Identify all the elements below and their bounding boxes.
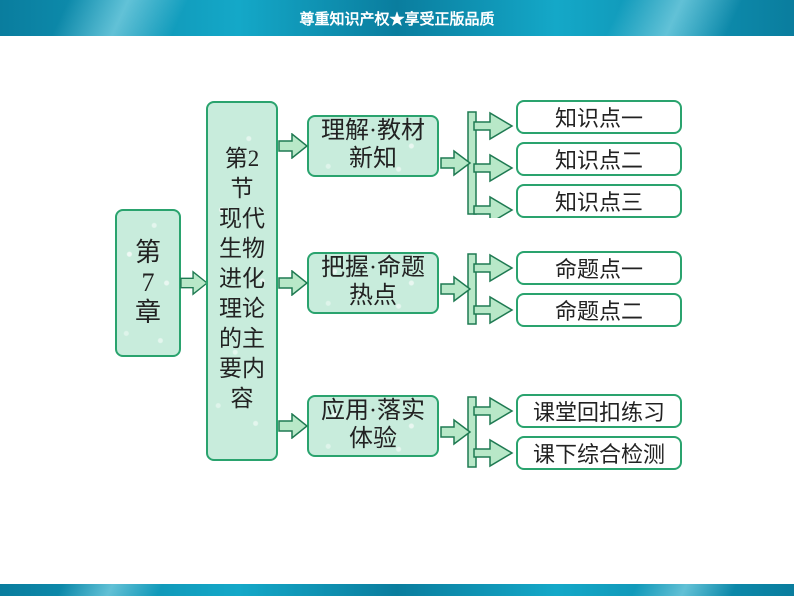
- header-title: 尊重知识产权★享受正版品质: [299, 8, 494, 29]
- leaf-leaf2: 知识点二: [516, 142, 682, 176]
- arrow-a2-3b: [278, 270, 308, 296]
- arrow-l1-l2: [180, 270, 208, 296]
- arrow-a2-3a: [278, 133, 308, 159]
- leaf-leaf4: 命题点一: [516, 251, 682, 285]
- leaf-leaf6: 课堂回扣练习: [516, 394, 682, 428]
- branch-b2: [440, 250, 516, 333]
- header-bar: 尊重知识产权★享受正版品质: [0, 0, 794, 36]
- level3-node-l3c: 应用·落实体验: [307, 395, 439, 457]
- leaf-leaf5: 命题点二: [516, 293, 682, 327]
- branch-b1: [440, 108, 516, 223]
- branch-b3: [440, 393, 516, 476]
- arrow-a2-3c: [278, 413, 308, 439]
- level2-node: 第2节现代生物进化理论的主要内容: [206, 101, 278, 461]
- level3-node-l3b: 把握·命题热点: [307, 252, 439, 314]
- leaf-leaf3: 知识点三: [516, 184, 682, 218]
- leaf-leaf7: 课下综合检测: [516, 436, 682, 470]
- footer-bar: [0, 584, 794, 596]
- level1-node: 第7章: [115, 209, 181, 357]
- leaf-leaf1: 知识点一: [516, 100, 682, 134]
- level3-node-l3a: 理解·教材新知: [307, 115, 439, 177]
